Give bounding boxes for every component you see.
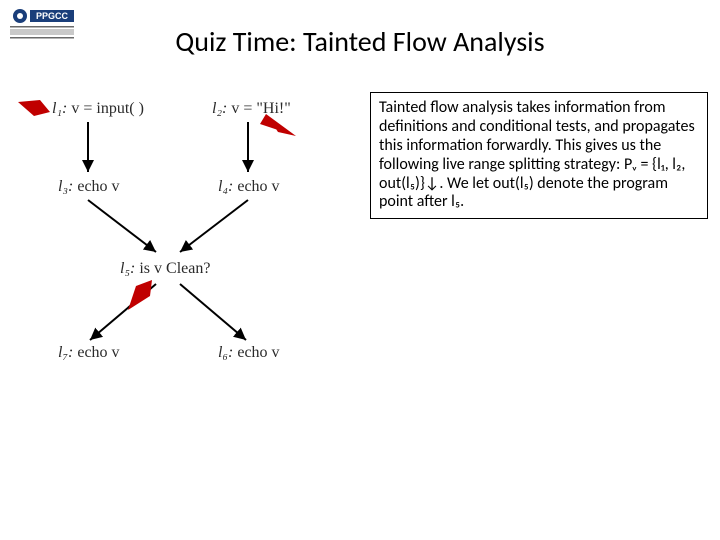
flow-diagram: l₁: v = input( ) l₂: v = "Hi!" l₃: echo … [10,92,365,392]
node-l4: l₄: echo v [218,178,280,196]
node-l7: l₇: echo v [58,344,120,362]
page-title: Quiz Time: Tainted Flow Analysis [0,24,720,59]
node-l3: l₃: echo v [58,178,120,196]
slide: PPGCC Quiz Time: Tainted Flow Analysis [0,0,720,540]
node-l2: l₂: v = "Hi!" [212,100,291,118]
node-l1: l₁: v = input( ) [52,100,144,118]
svg-text:PPGCC: PPGCC [36,11,69,21]
node-l5: l₅: is v Clean? [120,260,210,278]
node-l6: l₆: echo v [218,344,280,362]
explanation-box: Tainted flow analysis takes information … [370,92,708,219]
